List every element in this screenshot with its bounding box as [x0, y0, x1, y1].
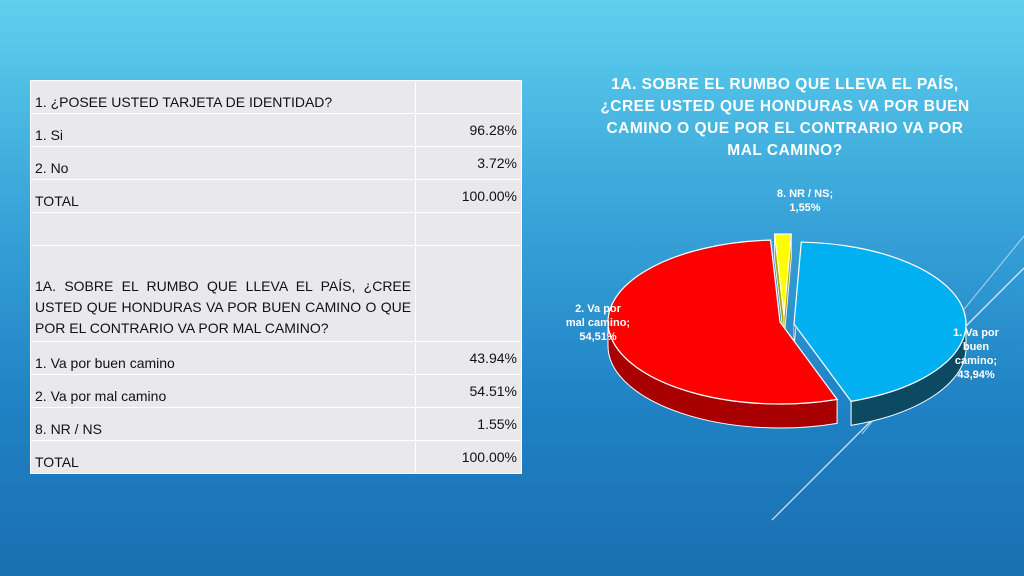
table-row: TOTAL 100.00%: [29, 440, 522, 474]
table-cell-value: [415, 212, 522, 246]
table-cell-value: 54.51%: [415, 374, 522, 408]
pie-label-2: 8. NR / NS; 1,55%: [777, 188, 833, 214]
data-table: 1. ¿POSEE USTED TARJETA DE IDENTIDAD? 1. …: [29, 80, 522, 474]
table-row: 2. No 3.72%: [29, 146, 522, 180]
table-cell-value: 96.28%: [415, 113, 522, 147]
table-cell-label: 8. NR / NS: [29, 407, 417, 441]
table-row: 8. NR / NS 1.55%: [29, 407, 522, 441]
pie-slice-1: [607, 239, 839, 405]
table-cell-label: 1A. SOBRE EL RUMBO QUE LLEVA EL PAÍS, ¿C…: [29, 245, 417, 342]
pie-label-0: 1. Va por buen camino; 43,94%: [953, 327, 1000, 381]
table-cell-label: TOTAL: [29, 179, 417, 213]
table-cell-value: [415, 80, 522, 114]
table-cell-value: 3.72%: [415, 146, 522, 180]
table-cell-label: 1. ¿POSEE USTED TARJETA DE IDENTIDAD?: [29, 80, 417, 114]
table-cell-value: 100.00%: [415, 179, 522, 213]
pie-label-1: 2. Va por mal camino; 54,51%: [566, 303, 630, 343]
table-row: 1. ¿POSEE USTED TARJETA DE IDENTIDAD?: [29, 80, 522, 114]
table-row: 2. Va por mal camino 54.51%: [29, 374, 522, 408]
table-cell-label: 2. No: [29, 146, 417, 180]
table-row: 1A. SOBRE EL RUMBO QUE LLEVA EL PAÍS, ¿C…: [29, 245, 522, 342]
table-row: 1. Si 96.28%: [29, 113, 522, 147]
chart-title: 1A. SOBRE EL RUMBO QUE LLEVA EL PAÍS, ¿C…: [600, 76, 970, 159]
table-cell-value: 43.94%: [415, 341, 522, 375]
table-cell-value: 100.00%: [415, 440, 522, 474]
table-row: TOTAL 100.00%: [29, 179, 522, 213]
pie-slice-2: [773, 233, 792, 317]
table-cell-label: TOTAL: [29, 440, 417, 474]
pie-slice-0: [793, 241, 967, 403]
